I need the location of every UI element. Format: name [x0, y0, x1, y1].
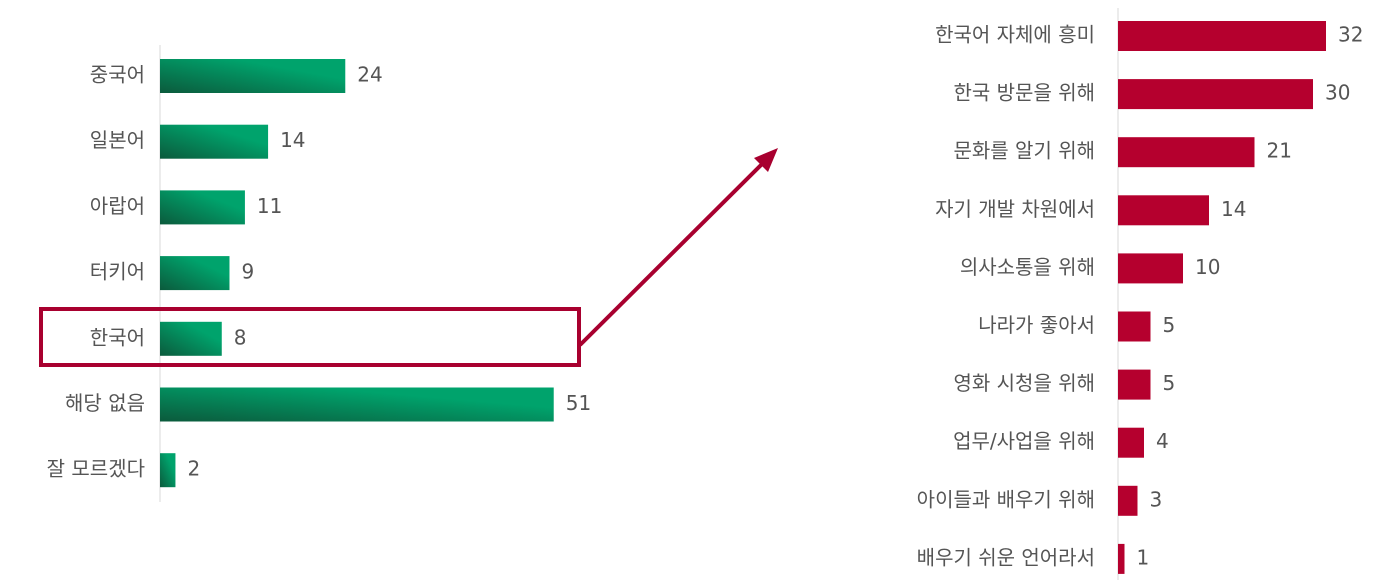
- value-label: 5: [1163, 313, 1176, 337]
- value-label: 11: [257, 194, 282, 218]
- arrow: [578, 160, 766, 347]
- value-label: 24: [357, 63, 382, 87]
- category-label: 터키어: [90, 260, 145, 284]
- category-label: 나라가 좋아서: [978, 313, 1095, 337]
- value-label: 14: [1221, 197, 1246, 221]
- bar: [160, 387, 554, 422]
- arrow-head: [754, 148, 778, 172]
- value-label: 4: [1156, 429, 1169, 453]
- bar: [160, 190, 245, 225]
- category-label: 한국어: [90, 325, 145, 349]
- value-label: 14: [280, 128, 305, 152]
- category-label: 업무/사업을 위해: [953, 429, 1095, 453]
- bar: [1118, 21, 1326, 51]
- bar: [1118, 485, 1138, 516]
- category-label: 중국어: [90, 63, 145, 87]
- value-label: 30: [1325, 81, 1350, 105]
- value-label: 3: [1150, 487, 1163, 511]
- value-label: 2: [187, 457, 200, 481]
- bar: [1118, 137, 1255, 168]
- bar: [1118, 79, 1313, 110]
- category-label: 한국 방문을 위해: [953, 81, 1095, 105]
- category-label: 해당 없음: [65, 391, 145, 415]
- value-label: 1: [1137, 545, 1150, 569]
- category-label: 한국어 자체에 흥미: [935, 23, 1095, 47]
- category-label: 문화를 알기 위해: [953, 139, 1095, 163]
- category-label: 아이들과 배우기 위해: [917, 487, 1095, 511]
- category-label: 아랍어: [90, 194, 145, 218]
- value-label: 8: [234, 325, 247, 349]
- bar: [1118, 543, 1125, 574]
- value-label: 9: [241, 260, 254, 284]
- category-label: 영화 시청을 위해: [953, 371, 1095, 395]
- bar: [1118, 427, 1144, 458]
- bar: [1118, 369, 1151, 400]
- bar: [160, 321, 222, 356]
- category-label: 배우기 쉬운 언어라서: [917, 545, 1095, 569]
- bar: [160, 256, 230, 291]
- bar: [160, 453, 176, 488]
- category-label: 일본어: [90, 128, 145, 152]
- bar: [1118, 195, 1209, 226]
- value-label: 21: [1267, 139, 1292, 163]
- bar: [160, 59, 346, 93]
- category-label: 의사소통을 위해: [960, 255, 1095, 279]
- bar: [1118, 311, 1151, 342]
- bar: [160, 124, 269, 159]
- value-label: 10: [1195, 255, 1220, 279]
- value-label: 32: [1338, 23, 1363, 47]
- value-label: 5: [1163, 371, 1176, 395]
- category-label: 잘 모르겠다: [47, 457, 145, 481]
- bar: [1118, 253, 1183, 284]
- value-label: 51: [566, 391, 591, 415]
- category-label: 자기 개발 차원에서: [935, 197, 1095, 221]
- highlight-box: [39, 307, 581, 367]
